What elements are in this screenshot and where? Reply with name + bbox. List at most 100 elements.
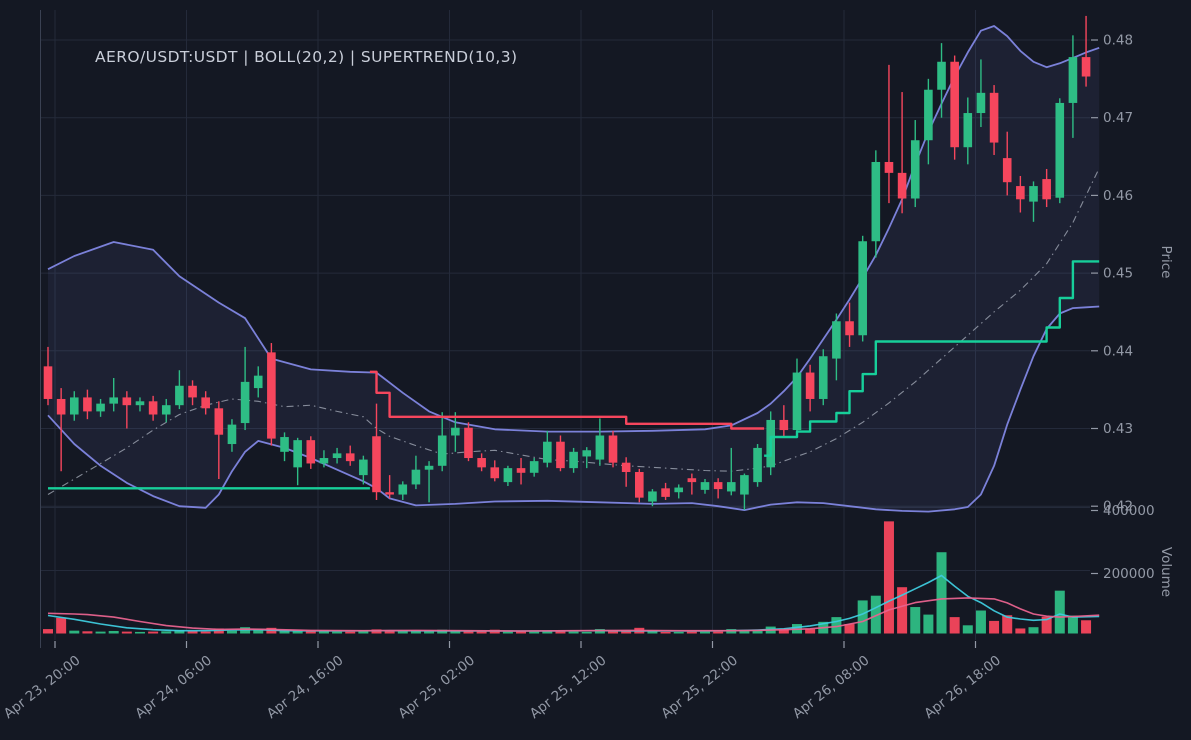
volume-bar <box>936 552 947 634</box>
candle-body <box>976 92 986 114</box>
volume-bar <box>161 631 172 634</box>
volume-bar <box>1028 627 1039 634</box>
candle-body <box>398 484 408 495</box>
candle-body <box>1016 186 1025 200</box>
volume-bar <box>450 630 461 634</box>
candle-body <box>569 451 578 469</box>
candle-body <box>135 401 145 406</box>
volume-ma-slow-line <box>47 597 1100 632</box>
candle-body <box>687 478 697 483</box>
volume-bar <box>897 587 908 634</box>
candle-body <box>332 453 342 459</box>
volume-bar <box>345 631 356 634</box>
volume-bar <box>975 610 986 634</box>
candle-body <box>503 468 513 483</box>
candle-body <box>1055 102 1065 198</box>
volume-bar <box>121 631 132 634</box>
volume-bar <box>739 630 750 634</box>
volume-bar <box>424 630 435 634</box>
volume-bar <box>502 631 513 634</box>
candle-body <box>753 447 762 483</box>
candle-body <box>989 92 999 143</box>
volume-bar <box>910 607 921 634</box>
volume-bar <box>686 631 697 634</box>
candle-body <box>910 140 920 199</box>
chart-title: AERO/USDT:USDT | BOLL(20,2) | SUPERTREND… <box>95 48 518 66</box>
candle-body <box>359 459 368 476</box>
volume-bar <box>857 600 868 634</box>
volume-bar <box>989 620 1000 634</box>
volume-bar <box>318 631 329 634</box>
candle-body <box>635 472 644 498</box>
volume-bar <box>292 630 303 634</box>
candle-body <box>700 482 710 490</box>
candle-body <box>372 436 381 493</box>
volume-bar <box>752 629 763 634</box>
candle-body <box>1002 158 1012 183</box>
candle-body <box>595 435 605 460</box>
candles-layer <box>43 15 1091 511</box>
volume-bar <box>1015 628 1026 634</box>
volume-bar <box>870 595 881 634</box>
volume-bar <box>148 631 159 634</box>
candle-body <box>122 397 132 406</box>
volume-tick-label: 200000 <box>1103 566 1155 582</box>
volume-bar <box>397 631 408 634</box>
volume-bar <box>226 630 237 634</box>
volume-bar <box>778 628 789 634</box>
price-tick-label: 0.48 <box>1103 33 1133 49</box>
volume-bar <box>253 628 264 634</box>
candle-body <box>96 403 105 412</box>
volume-bar <box>621 630 632 634</box>
volume-ma-fast-line <box>47 574 1100 632</box>
volume-bar <box>673 631 684 634</box>
volume-bar <box>332 631 343 634</box>
candle-body <box>280 437 289 452</box>
candle-body <box>924 89 933 141</box>
candle-body <box>543 441 552 463</box>
volume-bar <box>1054 590 1065 634</box>
candle-body <box>109 397 118 404</box>
price-tick-label: 0.42 <box>1103 499 1133 515</box>
candle-body <box>43 366 53 399</box>
candle-body <box>411 469 421 485</box>
candle-body <box>319 458 329 464</box>
volume-bar <box>187 631 198 634</box>
candle-body <box>424 465 434 470</box>
bollinger-fill <box>48 26 1100 512</box>
candle-body <box>306 440 316 464</box>
volume-bar <box>174 630 185 634</box>
volume-bar <box>43 629 53 634</box>
candle-body <box>1081 57 1091 77</box>
volume-bar <box>831 617 842 634</box>
price-tick-label: 0.45 <box>1103 266 1133 282</box>
candle-body <box>845 321 854 336</box>
candle-body <box>740 475 749 495</box>
candle-body <box>385 492 394 495</box>
price-tick-label: 0.43 <box>1103 421 1133 437</box>
candle-body <box>818 356 828 399</box>
candle-body <box>188 385 197 398</box>
candle-body <box>621 462 631 473</box>
volume-bar <box>1081 620 1092 634</box>
candle-body <box>148 401 158 415</box>
volume-bar <box>529 631 540 634</box>
volume-bar <box>108 630 119 634</box>
candle-body <box>345 453 355 462</box>
candle-body <box>792 372 802 431</box>
volume-bar <box>660 631 671 634</box>
volume-bar <box>568 631 579 634</box>
volume-bar <box>923 614 934 634</box>
candle-body <box>884 161 894 173</box>
volume-bar <box>358 630 369 634</box>
candle-body <box>858 241 867 336</box>
volume-bar <box>555 631 566 634</box>
candle-body <box>897 172 907 199</box>
candle-body <box>726 482 736 492</box>
volume-bar <box>844 624 855 634</box>
volume-bar <box>69 630 80 634</box>
candle-body <box>832 321 841 359</box>
price-tick-label: 0.47 <box>1103 110 1133 126</box>
candle-body <box>950 61 959 148</box>
volume-bar <box>1002 615 1013 634</box>
